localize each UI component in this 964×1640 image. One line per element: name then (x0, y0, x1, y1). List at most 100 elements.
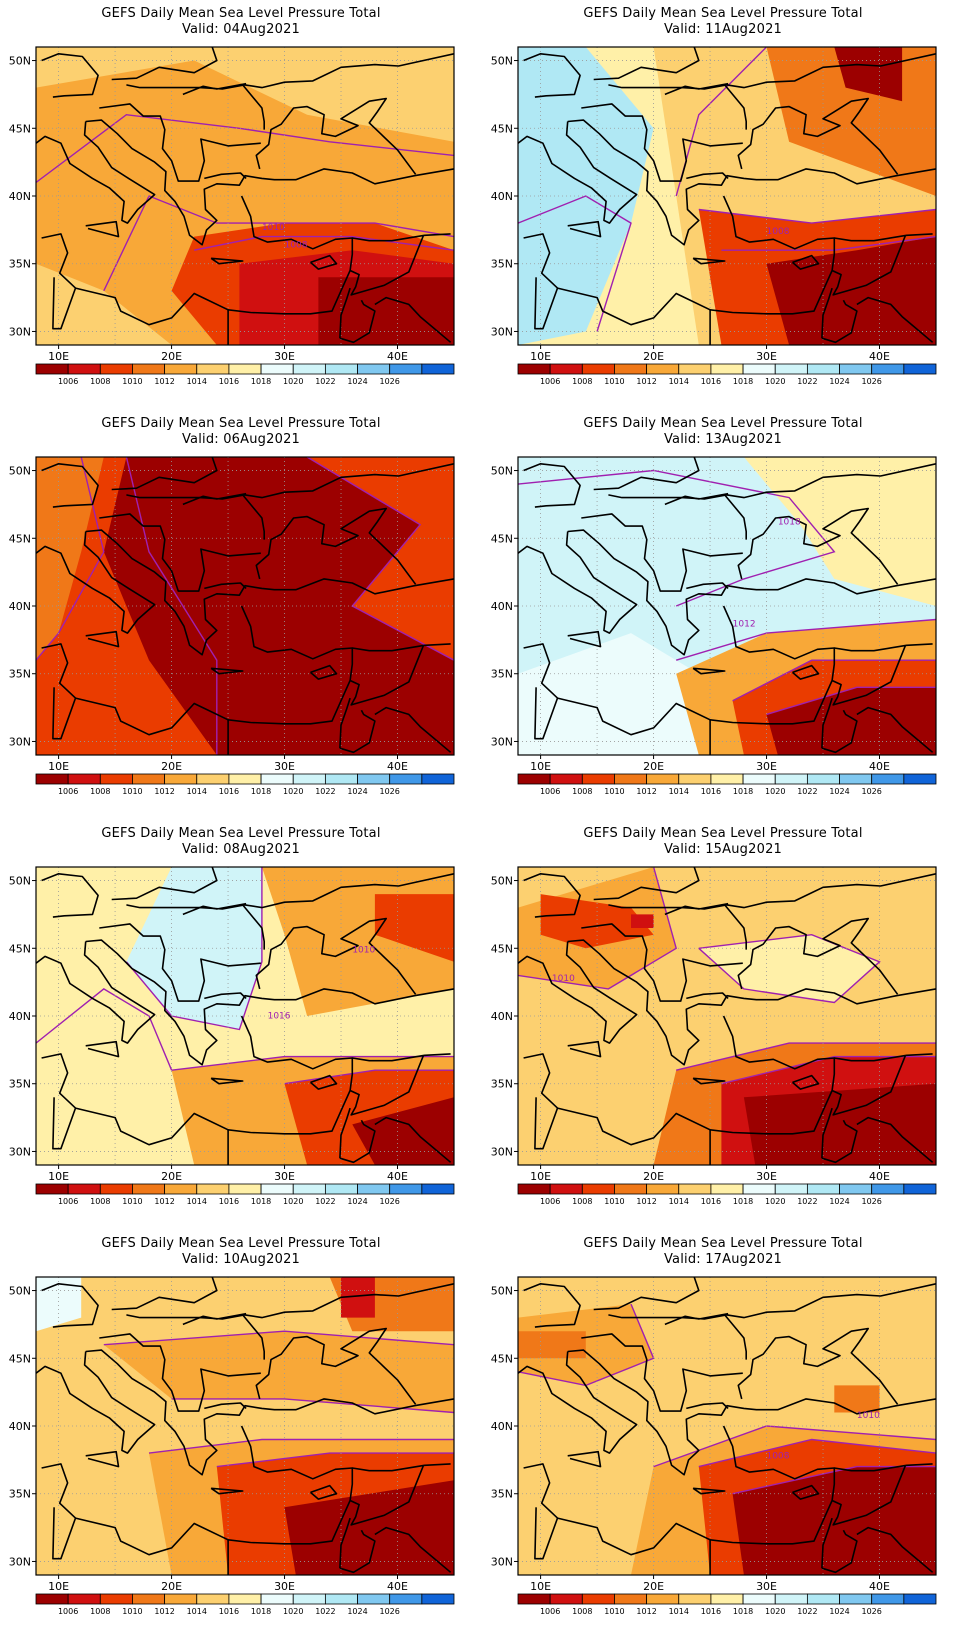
coastline-border (210, 667, 244, 675)
coastline-border (36, 941, 156, 1044)
colorbar-swatch (774, 1183, 808, 1195)
isobar-line (103, 195, 454, 292)
colorbar-label: 1012 (636, 1607, 656, 1616)
lon-label: 20E (643, 350, 664, 363)
pressure-fill-region (284, 1480, 454, 1575)
coastline-border (686, 1402, 729, 1410)
colorbar-swatch (806, 773, 840, 785)
colorbar-swatch (614, 773, 648, 785)
colorbar-swatch (903, 363, 937, 375)
coastline-border (821, 1107, 833, 1159)
coastline-border (204, 172, 247, 180)
lon-label: 10E (530, 1580, 551, 1593)
colorbar-swatch (324, 773, 358, 785)
colorbar-swatch (196, 773, 230, 785)
coastline-border (581, 513, 743, 592)
colorbar-swatch (357, 1183, 391, 1195)
pressure-fill-region (834, 1385, 880, 1413)
colorbar-swatch (549, 1183, 583, 1195)
lat-label: 40N (491, 190, 513, 203)
coastline-border (831, 1055, 907, 1116)
lon-label: 20E (161, 1170, 182, 1183)
colorbar-swatch (389, 773, 423, 785)
lon-label: 20E (161, 1580, 182, 1593)
colorbar-swatch (871, 1183, 905, 1195)
colorbar-label: 1014 (187, 377, 207, 386)
coastline-border (737, 1327, 899, 1405)
pressure-fill-region (743, 1083, 936, 1165)
colorbar-label: 1010 (604, 787, 624, 796)
lon-label: 20E (643, 760, 664, 773)
colorbar-swatch (614, 1183, 648, 1195)
isobar-line (698, 933, 881, 1004)
colorbar-swatch (260, 1593, 294, 1605)
coastline-border (85, 220, 120, 238)
lat-label: 50N (9, 1285, 31, 1298)
colorbar-label: 1008 (90, 787, 110, 796)
lat-label: 40N (9, 1010, 31, 1023)
coastline-border (52, 1507, 77, 1560)
coastline-border (41, 53, 99, 98)
coastline-border (834, 1053, 933, 1062)
coastline-border (99, 1333, 261, 1412)
coastline-border (724, 904, 747, 950)
isobar-line (306, 457, 454, 661)
lat-label: 35N (491, 258, 513, 271)
colorbar-swatch (228, 773, 262, 785)
lon-label: 30E (756, 760, 777, 773)
colorbar-label: 1008 (572, 1607, 592, 1616)
coastline-border (724, 1314, 747, 1360)
lat-label: 35N (491, 1488, 513, 1501)
colorbar-swatch (806, 1183, 840, 1195)
colorbar-swatch (35, 773, 69, 785)
coastline-border (534, 1097, 559, 1150)
lon-label: 20E (161, 350, 182, 363)
colorbar-label: 1016 (701, 1607, 721, 1616)
lat-label: 50N (491, 55, 513, 68)
lat-label: 30N (9, 735, 31, 748)
lat-label: 45N (9, 942, 31, 955)
panel-title: GEFS Daily Mean Sea Level Pressure Total (583, 416, 863, 431)
coastline-border (349, 1465, 425, 1526)
coastline-border (339, 697, 351, 749)
colorbar-swatch (324, 363, 358, 375)
lon-label: 30E (274, 1170, 295, 1183)
lon-label: 30E (756, 350, 777, 363)
colorbar-label: 1016 (219, 1197, 239, 1206)
colorbar-label: 1010 (604, 377, 624, 386)
isobar-line (284, 1069, 454, 1085)
coastline-border (242, 84, 265, 130)
colorbar-swatch (164, 1593, 198, 1605)
colorbar-swatch (132, 1593, 166, 1605)
isobar-label: 1012 (733, 619, 756, 629)
coastline-border (242, 904, 265, 950)
coastline-border (664, 1312, 729, 1326)
isobar-line (732, 659, 936, 702)
colorbar-swatch (35, 1183, 69, 1195)
coastline-border (41, 463, 99, 508)
isobar-line (216, 1452, 454, 1468)
colorbar-swatch (260, 363, 294, 375)
colorbar-label: 1024 (829, 377, 849, 386)
panel-title: GEFS Daily Mean Sea Level Pressure Total (583, 6, 863, 21)
colorbar-label: 1022 (797, 1607, 817, 1616)
colorbar-swatch (581, 363, 615, 375)
colorbar-label: 1020 (765, 1607, 785, 1616)
lat-label: 50N (491, 465, 513, 478)
colorbar-label: 1020 (283, 377, 303, 386)
colorbar-label: 1020 (765, 1197, 785, 1206)
colorbar-swatch (646, 363, 680, 375)
colorbar-label: 1010 (604, 1607, 624, 1616)
isobar-line (103, 1330, 454, 1346)
colorbar-swatch (517, 363, 551, 375)
coastline-border (518, 121, 638, 224)
coastline-border (52, 687, 77, 740)
lat-label: 50N (9, 875, 31, 888)
coastline-border (182, 902, 247, 916)
pressure-fill-region (732, 1466, 936, 1575)
coastline-border (724, 84, 747, 130)
coastline-border (255, 1327, 417, 1405)
coastline-border (41, 605, 354, 736)
